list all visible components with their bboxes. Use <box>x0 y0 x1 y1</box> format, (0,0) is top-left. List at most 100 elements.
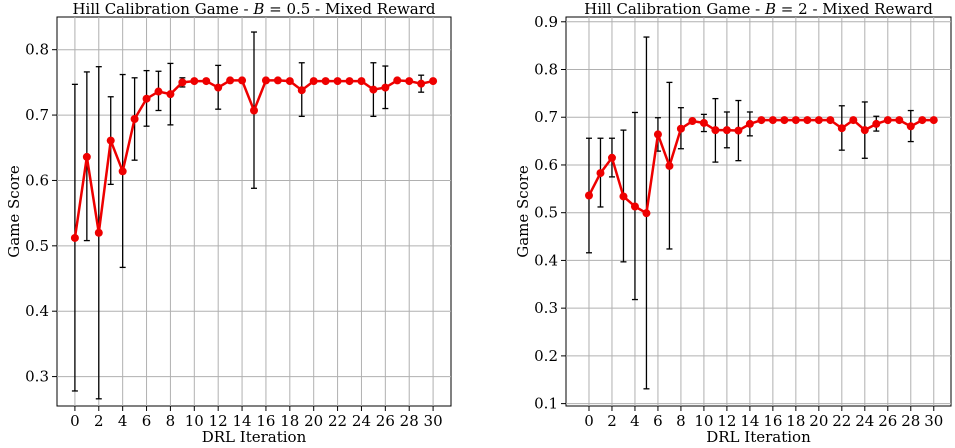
data-point <box>82 152 91 161</box>
x-tick-label: 4 <box>630 412 640 430</box>
data-point <box>393 76 402 85</box>
data-point <box>791 116 800 125</box>
data-point <box>429 77 438 86</box>
data-point <box>849 116 858 125</box>
x-tick-label: 10 <box>694 412 713 430</box>
data-point <box>405 77 414 86</box>
data-point <box>238 76 247 85</box>
title-variable: B <box>252 0 264 18</box>
data-point <box>653 130 662 139</box>
data-point <box>584 191 593 200</box>
data-point <box>297 86 306 95</box>
data-point <box>94 228 103 237</box>
data-point <box>381 83 390 92</box>
x-tick-label: 8 <box>676 412 686 430</box>
data-point <box>757 116 766 125</box>
data-point <box>619 192 628 201</box>
x-tick-label: 6 <box>653 412 663 430</box>
data-point <box>814 116 823 125</box>
data-point <box>250 106 258 115</box>
y-axis-label: Game Score <box>5 165 23 258</box>
y-tick-label: 0.4 <box>534 251 558 269</box>
x-tick-label: 18 <box>280 412 299 430</box>
plot-area <box>56 16 452 407</box>
y-tick-label: 0.8 <box>534 61 558 79</box>
data-point <box>285 77 294 86</box>
data-point <box>214 83 223 92</box>
x-tick-label: 26 <box>376 412 395 430</box>
data-point <box>333 77 342 86</box>
x-tick-label: 24 <box>855 412 874 430</box>
data-point <box>630 202 639 211</box>
data-point <box>699 118 708 127</box>
x-tick-label: 16 <box>256 412 275 430</box>
data-point <box>745 119 754 128</box>
chart-title: Hill Calibration Game - B = 0.5 - Mixed … <box>72 0 435 18</box>
x-tick-label: 0 <box>70 412 80 430</box>
y-tick-label: 0.4 <box>25 302 49 320</box>
x-tick-label: 16 <box>763 412 782 430</box>
title-suffix: = 2 - Mixed Reward <box>776 0 933 18</box>
x-tick-label: 14 <box>233 412 252 430</box>
data-point <box>190 77 199 86</box>
grid <box>566 17 951 406</box>
data-point <box>106 136 115 145</box>
y-tick-label: 0.8 <box>25 41 49 59</box>
data-point <box>883 116 892 125</box>
x-tick-label: 12 <box>717 412 736 430</box>
y-axis-ticks: 0.1 0.2 0.3 0.4 0.5 0.6 0.7 0.8 0.9 <box>534 13 566 413</box>
x-tick-label: 10 <box>185 412 204 430</box>
x-tick-label: 28 <box>901 412 920 430</box>
data-point <box>357 77 366 86</box>
x-axis-label: DRL Iteration <box>202 428 307 446</box>
y-tick-label: 0.6 <box>25 171 49 189</box>
data-point <box>596 169 605 178</box>
y-tick-label: 0.7 <box>534 108 558 126</box>
x-tick-label: 4 <box>118 412 128 430</box>
data-points <box>584 116 938 218</box>
data-point <box>711 126 720 135</box>
x-tick-label: 20 <box>304 412 323 430</box>
data-points <box>70 76 438 242</box>
data-point <box>665 161 674 170</box>
x-tick-label: 22 <box>832 412 851 430</box>
data-point <box>261 76 270 85</box>
data-point <box>906 122 915 131</box>
data-point <box>309 77 318 86</box>
data-point <box>369 85 378 94</box>
data-point <box>166 90 175 99</box>
title-suffix: = 0.5 - Mixed Reward <box>264 0 436 18</box>
x-tick-label: 6 <box>142 412 152 430</box>
x-tick-label: 30 <box>924 412 943 430</box>
data-point <box>345 77 354 86</box>
data-point <box>321 77 330 86</box>
data-point <box>142 94 151 103</box>
data-point <box>918 116 927 125</box>
plot-area <box>565 16 952 407</box>
data-point <box>676 124 685 133</box>
x-tick-label: 20 <box>809 412 828 430</box>
data-point <box>734 126 743 135</box>
x-axis-label: DRL Iteration <box>706 428 811 446</box>
y-tick-label: 0.1 <box>534 395 558 413</box>
chart-title: Hill Calibration Game - B = 2 - Mixed Re… <box>584 0 933 18</box>
data-point <box>607 153 616 162</box>
y-tick-label: 0.7 <box>25 106 49 124</box>
data-point <box>688 117 697 126</box>
x-tick-label: 8 <box>166 412 176 430</box>
data-point <box>768 116 777 125</box>
x-tick-label: 30 <box>424 412 443 430</box>
x-tick-label: 22 <box>328 412 347 430</box>
data-point <box>130 114 139 123</box>
series-line <box>587 118 934 216</box>
title-variable: B <box>764 0 776 18</box>
y-axis-ticks: 0.3 0.4 0.5 0.6 0.7 0.8 <box>25 41 57 386</box>
data-point <box>929 116 938 125</box>
data-point <box>118 167 127 176</box>
y-tick-label: 0.3 <box>25 368 49 386</box>
y-tick-label: 0.6 <box>534 156 558 174</box>
y-tick-label: 0.2 <box>534 347 558 365</box>
data-point <box>826 116 835 125</box>
data-point <box>722 126 731 135</box>
